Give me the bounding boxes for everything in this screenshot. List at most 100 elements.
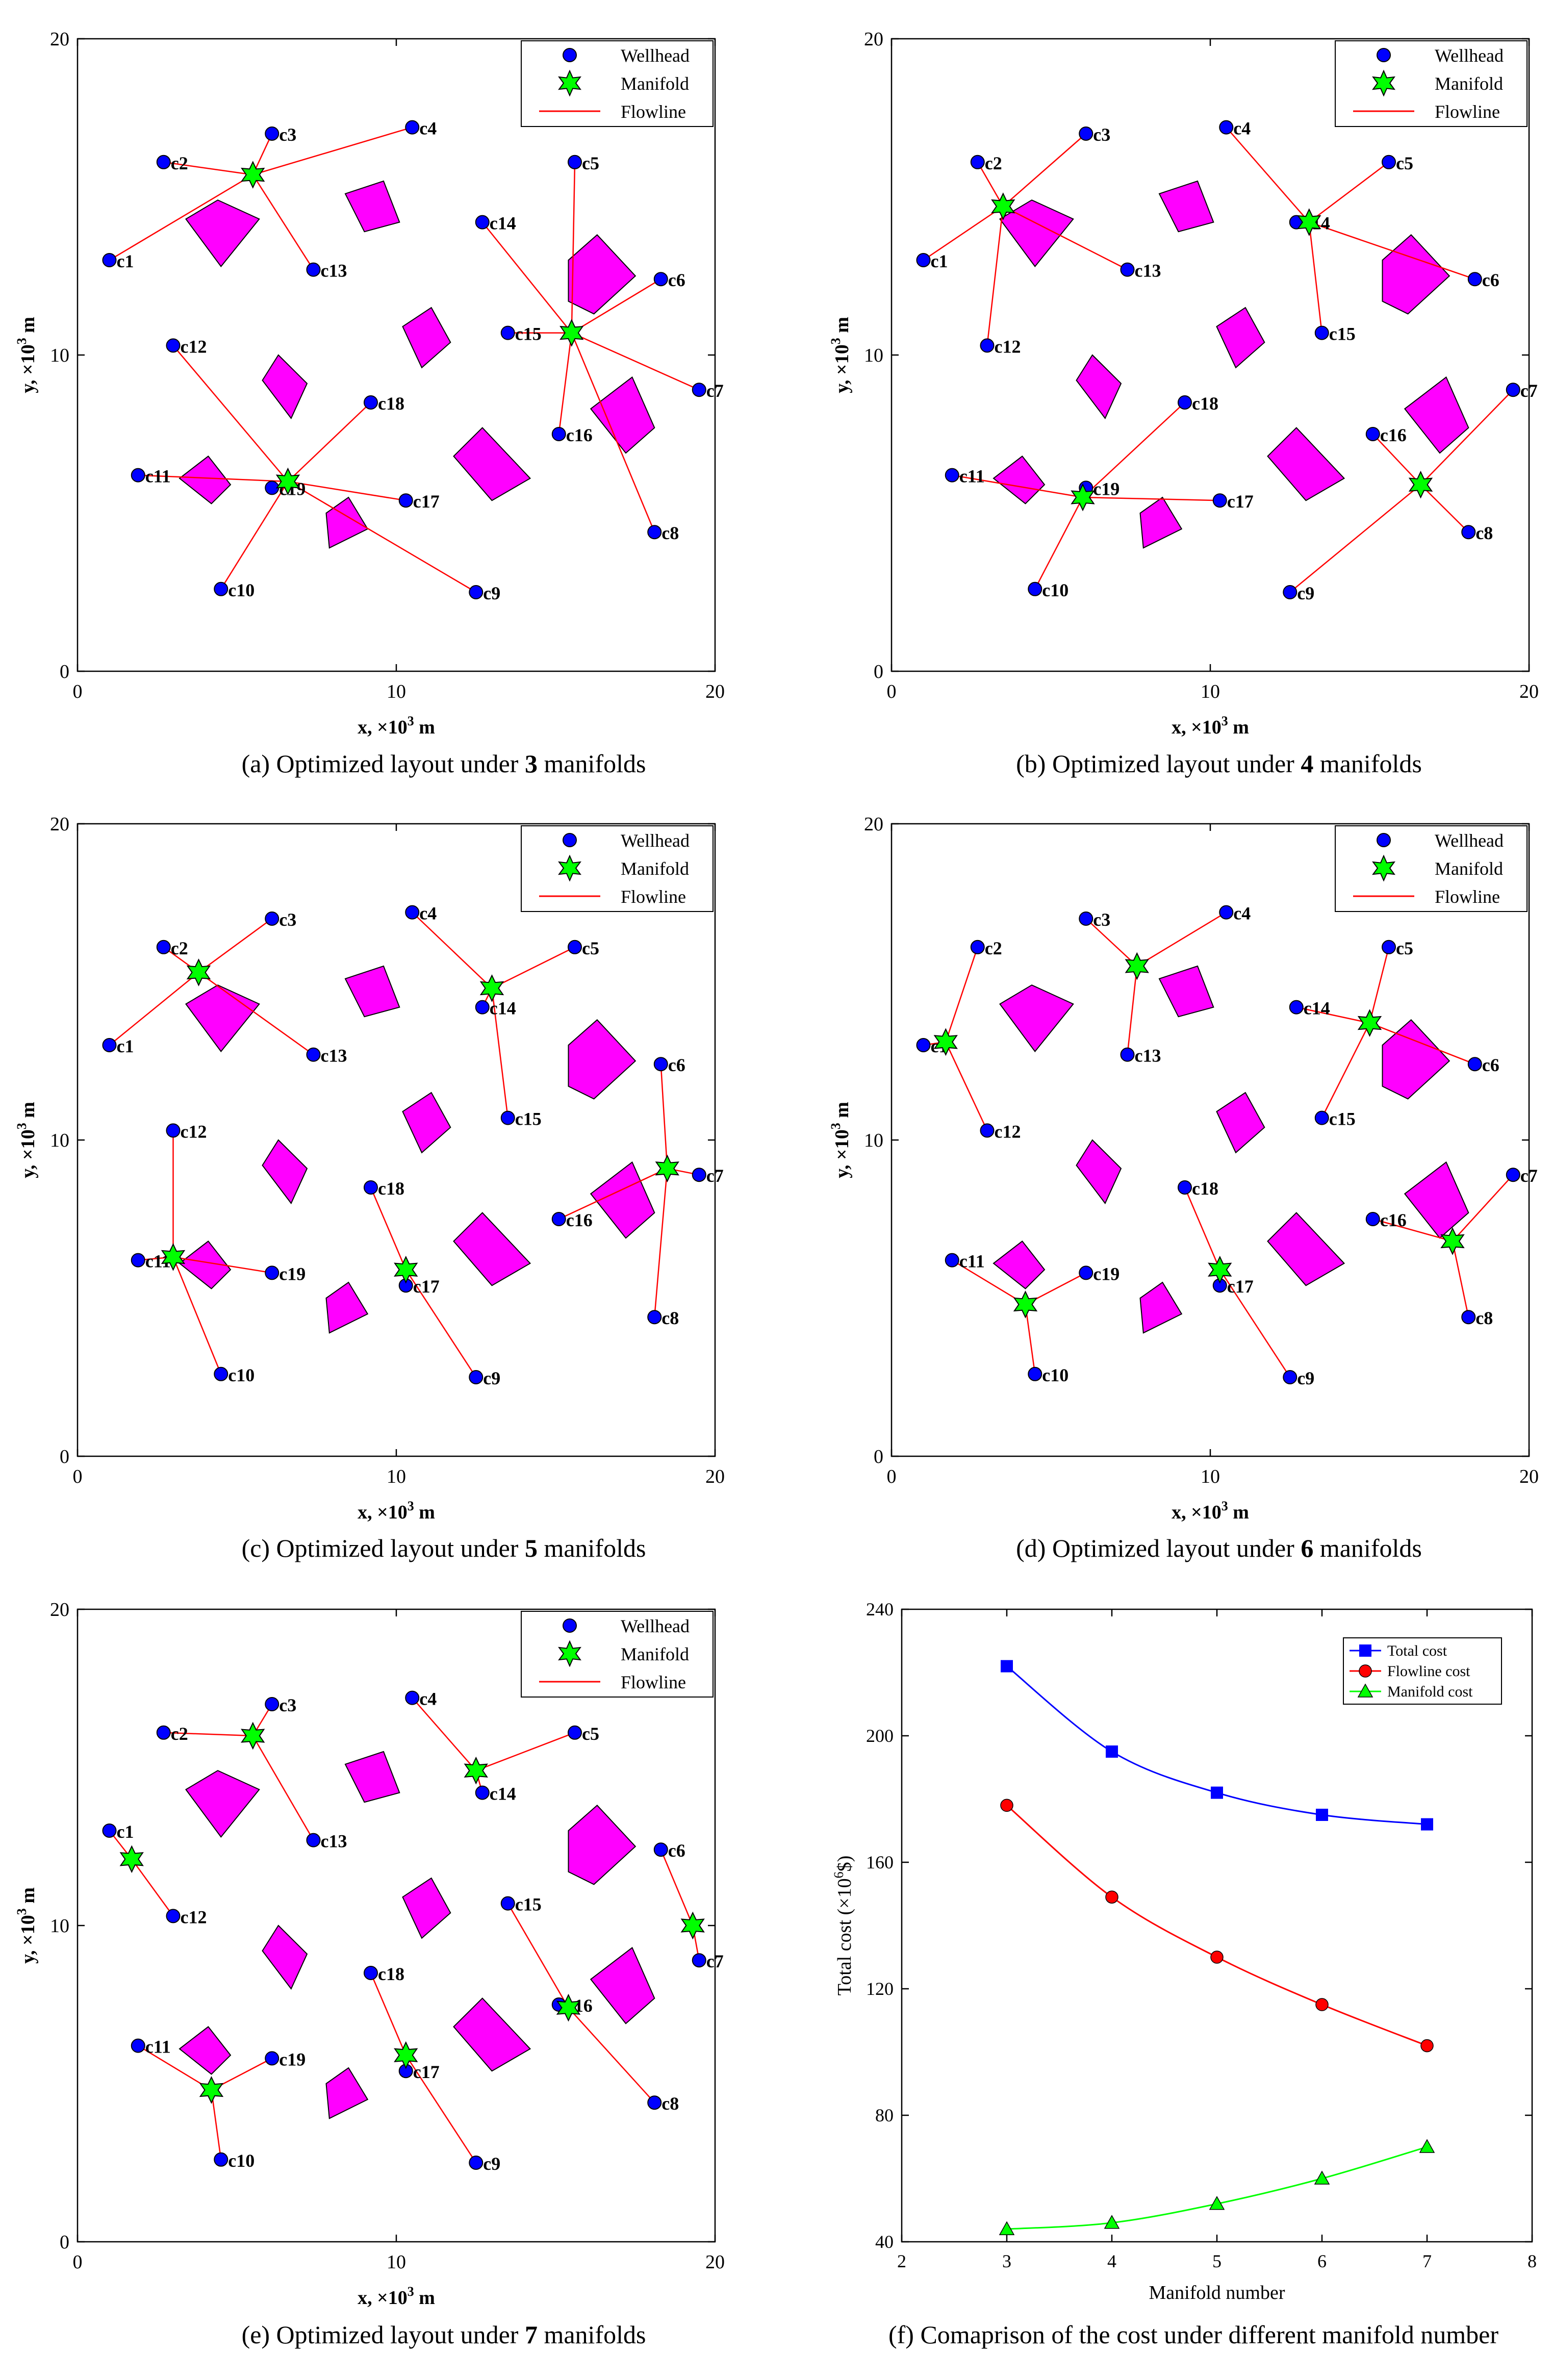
wellhead-c2 xyxy=(156,940,171,954)
x-tick-label: 20 xyxy=(705,681,725,702)
x-axis-label-exp: 3 xyxy=(408,2284,414,2299)
y-tick-label: 10 xyxy=(50,1915,69,1937)
obstacle-polygon xyxy=(453,427,531,501)
chart-x-tick-label: 4 xyxy=(1107,2251,1116,2271)
legend-wellhead-label: Wellhead xyxy=(1435,830,1504,851)
legend-manifold-label: Manifold xyxy=(621,73,689,94)
flowline-c9 xyxy=(405,1269,477,1378)
obstacle-polygon xyxy=(1216,1092,1265,1154)
flowline-c1 xyxy=(109,174,253,261)
y-axis-label-exp: 3 xyxy=(14,1908,29,1915)
x-tick-label: 0 xyxy=(73,681,83,702)
x-tick-label: 10 xyxy=(1201,681,1220,702)
wellhead-label-c9: c9 xyxy=(483,2154,500,2174)
plot-frame xyxy=(77,1608,716,2243)
wellhead-label-c6: c6 xyxy=(668,1055,685,1075)
caption-d: (d) Optimized layout under 6 manifolds xyxy=(1016,1534,1422,1562)
legend-wellhead-label: Wellhead xyxy=(621,830,690,851)
flowline-c17 xyxy=(1082,496,1220,501)
obstacle-polygon xyxy=(1216,307,1265,369)
wellhead-label-c5: c5 xyxy=(1396,938,1413,958)
obstacle-polygon xyxy=(179,2026,232,2075)
wellhead-label-c10: c10 xyxy=(1042,1365,1068,1385)
x-axis-label-post: m xyxy=(414,717,435,738)
wellhead-label-c10: c10 xyxy=(228,580,255,600)
manifold-3 xyxy=(655,1154,679,1183)
chart-x-tick-label: 6 xyxy=(1317,2251,1327,2271)
wellhead-c9 xyxy=(1283,1370,1297,1384)
wellhead-label-c6: c6 xyxy=(668,1840,685,1861)
x-tick-label: 10 xyxy=(387,681,406,702)
plot-frame xyxy=(891,38,1530,672)
wellhead-label-c5: c5 xyxy=(1396,153,1413,173)
wellhead-label-c18: c18 xyxy=(378,393,404,414)
manifold-2 xyxy=(479,974,504,1002)
flowline-c19 xyxy=(173,1256,272,1274)
wellhead-label-c6: c6 xyxy=(1482,270,1499,290)
flowline-c10 xyxy=(1025,1304,1036,1374)
data-point-5 xyxy=(1209,2196,1225,2210)
wellhead-c10 xyxy=(1028,581,1042,596)
wellhead-c4 xyxy=(1219,120,1234,135)
obstacle-polygon xyxy=(262,1925,308,1990)
legend-wellhead-marker xyxy=(1377,833,1391,847)
wellhead-label-c1: c1 xyxy=(117,251,134,271)
manifold-6 xyxy=(394,2041,418,2069)
y-tick-label: 20 xyxy=(50,814,69,835)
chart-x-tick-label: 2 xyxy=(897,2251,906,2271)
wellhead-label-c3: c3 xyxy=(279,1695,296,1715)
chart-y-tick-label: 120 xyxy=(866,1979,894,1999)
flowline-c16 xyxy=(1372,1218,1453,1242)
flowline-c4 xyxy=(1136,912,1227,967)
flowline-c8 xyxy=(654,1168,668,1318)
wellhead-c18 xyxy=(364,1966,378,1980)
wellhead-c15 xyxy=(1314,1110,1329,1125)
wellhead-c16 xyxy=(551,427,566,441)
manifold-2 xyxy=(559,319,584,347)
obstacle-polygon xyxy=(402,1092,451,1154)
wellhead-label-c12: c12 xyxy=(181,1121,207,1142)
wellhead-label-c7: c7 xyxy=(1520,381,1538,401)
flowline-c9 xyxy=(405,2055,477,2163)
wellhead-label-c8: c8 xyxy=(661,2093,679,2114)
x-axis-label: x, ×103 m xyxy=(358,1499,435,1523)
flowline-c13 xyxy=(198,972,314,1055)
legend-manifold-marker xyxy=(558,69,581,97)
flowline-c3 xyxy=(1085,918,1138,967)
wellhead-label-c6: c6 xyxy=(668,270,685,290)
flowline-c2 xyxy=(977,162,1004,207)
manifold-2 xyxy=(1125,952,1149,980)
flowline-c2 xyxy=(163,161,253,175)
chart-y-tick-label: 80 xyxy=(875,2105,894,2125)
obstacle-polygon xyxy=(999,199,1074,268)
chart-y-axis-label-pre: Total cost (×10 xyxy=(834,1878,855,1995)
wellhead-c15 xyxy=(500,1896,515,1911)
manifold-1 xyxy=(991,192,1015,220)
wellhead-c6 xyxy=(653,1842,668,1857)
flowline-c8 xyxy=(1420,484,1469,533)
obstacle-polygon xyxy=(325,1281,369,1334)
wellhead-c7 xyxy=(692,383,706,397)
wellhead-label-c10: c10 xyxy=(228,1365,255,1385)
wellhead-c5 xyxy=(568,1725,582,1740)
x-axis-label-post: m xyxy=(1228,1502,1249,1523)
wellhead-c12 xyxy=(980,1123,995,1138)
wellhead-c8 xyxy=(1461,525,1476,540)
wellhead-c14 xyxy=(475,215,490,230)
legend-manifold-label: Manifold xyxy=(621,1644,689,1664)
manifold-4 xyxy=(394,1255,418,1284)
data-point-7 xyxy=(1419,2139,1435,2153)
data-point-7 xyxy=(1420,2039,1434,2053)
wellhead-c18 xyxy=(1178,395,1192,410)
wellhead-c4 xyxy=(405,905,420,920)
wellhead-c15 xyxy=(500,325,515,340)
obstacle-polygon xyxy=(568,1805,637,1885)
legend-wellhead-marker xyxy=(563,48,577,62)
obstacle-polygon xyxy=(402,1877,451,1939)
flowline-c4 xyxy=(252,126,413,175)
flowline-c6 xyxy=(571,278,661,334)
legend-wellhead-marker xyxy=(563,833,577,847)
wellhead-label-c7: c7 xyxy=(706,1951,724,1971)
wellhead-c16 xyxy=(1365,1212,1380,1226)
